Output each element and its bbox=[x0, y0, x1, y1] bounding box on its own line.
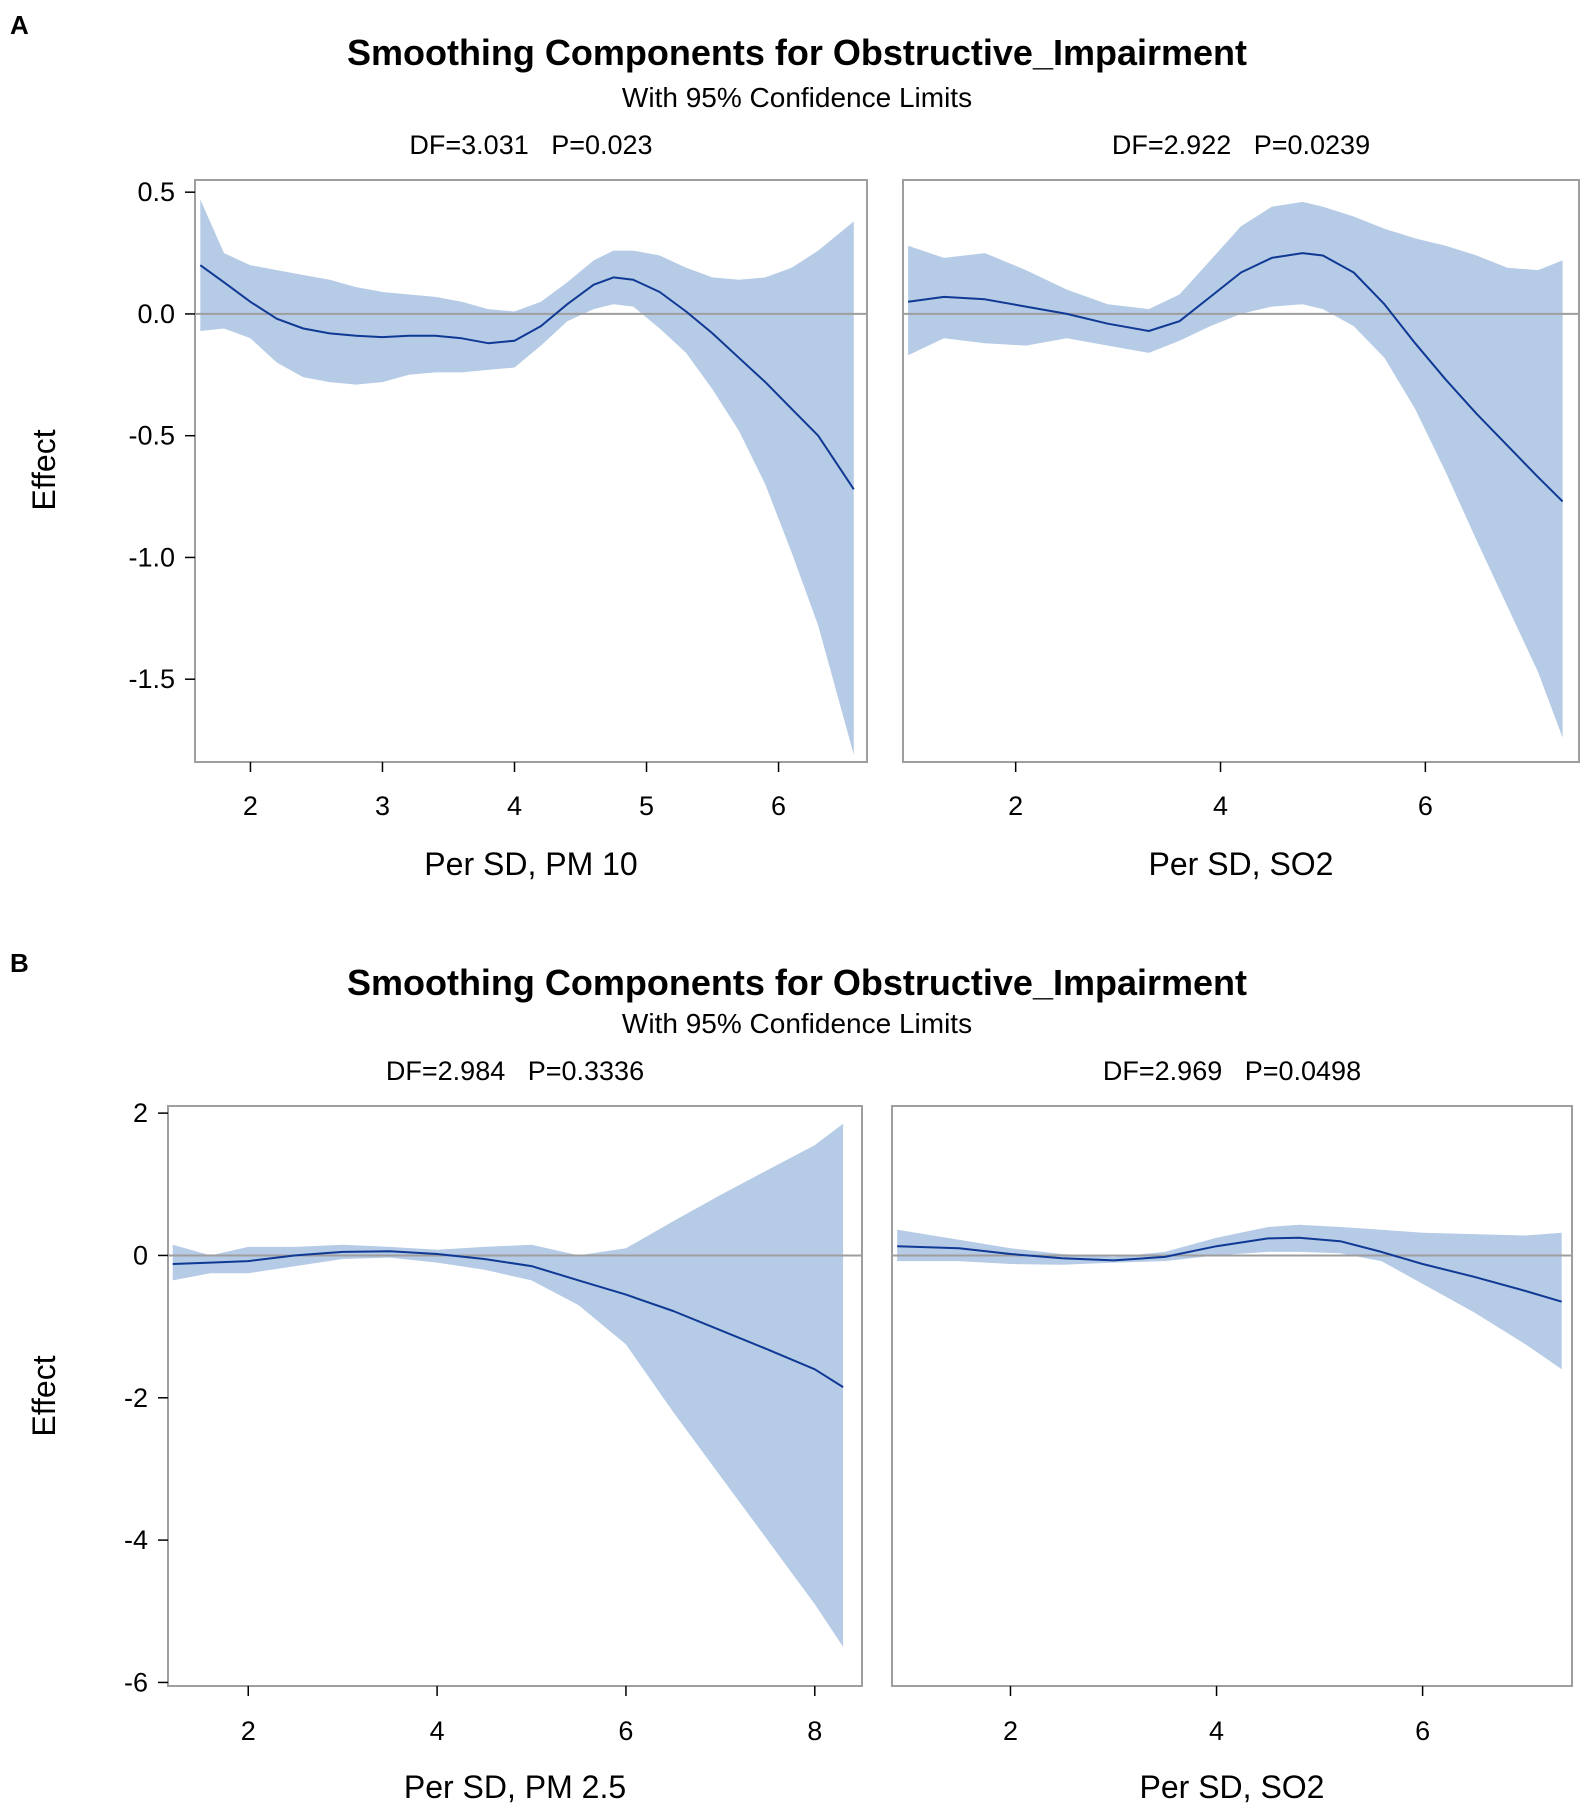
effect-curve-1 bbox=[907, 252, 1564, 503]
panel-b-letter: B bbox=[10, 948, 29, 978]
confidence-band-2 bbox=[172, 1123, 844, 1647]
x-tick-label-0-2: 4 bbox=[507, 791, 522, 821]
y-tick-label-2-3: -4 bbox=[124, 1525, 148, 1555]
y-tick-label-2-1: 0 bbox=[133, 1240, 148, 1270]
x-tick-label-2-3: 8 bbox=[807, 1716, 822, 1746]
y-tick-label-0-0: 0.5 bbox=[137, 177, 175, 207]
confidence-band-0 bbox=[200, 199, 854, 755]
x-axis-label-2: Per SD, PM 2.5 bbox=[404, 1769, 626, 1805]
y-axis-label-0: Effect bbox=[26, 429, 62, 510]
y-tick-label-0-1: 0.0 bbox=[137, 299, 175, 329]
x-tick-label-2-0: 2 bbox=[241, 1716, 256, 1746]
x-axis-label-3: Per SD, SO2 bbox=[1140, 1769, 1325, 1805]
x-tick-label-1-2: 6 bbox=[1418, 791, 1433, 821]
x-tick-label-0-3: 5 bbox=[639, 791, 654, 821]
plot-frame-0 bbox=[194, 179, 868, 763]
x-tick-label-0-4: 6 bbox=[771, 791, 786, 821]
x-tick-label-3-0: 2 bbox=[1003, 1716, 1018, 1746]
x-tick-label-0-0: 2 bbox=[243, 791, 258, 821]
x-tick-label-2-2: 6 bbox=[618, 1716, 633, 1746]
plot-frame-2 bbox=[167, 1105, 863, 1687]
y-tick-label-2-0: 2 bbox=[133, 1098, 148, 1128]
panel-a-subtitle: With 95% Confidence Limits bbox=[621, 82, 973, 113]
y-tick-label-0-2: -0.5 bbox=[128, 421, 175, 451]
panel-b-left-stats: DF=2.984 P=0.3336 bbox=[385, 1056, 645, 1086]
x-tick-label-1-1: 4 bbox=[1213, 791, 1228, 821]
x-tick-label-3-1: 4 bbox=[1209, 1716, 1224, 1746]
effect-curve-2 bbox=[172, 1250, 844, 1388]
plot-frame-3 bbox=[891, 1105, 1573, 1687]
effect-curve-3 bbox=[897, 1236, 1562, 1303]
panel-a-title: Smoothing Components for Obstructive_Imp… bbox=[346, 32, 1248, 73]
x-tick-label-2-1: 4 bbox=[430, 1716, 445, 1746]
y-tick-label-0-3: -1.0 bbox=[128, 542, 175, 572]
confidence-band-1 bbox=[908, 201, 1563, 738]
y-tick-label-0-4: -1.5 bbox=[128, 664, 175, 694]
y-tick-label-2-4: -6 bbox=[124, 1667, 148, 1697]
panel-a-left-stats: DF=3.031 P=0.023 bbox=[409, 130, 653, 160]
x-axis-label-0: Per SD, PM 10 bbox=[424, 846, 637, 882]
x-tick-label-0-1: 3 bbox=[375, 791, 390, 821]
y-axis-label-2: Effect bbox=[26, 1355, 62, 1436]
panel-b-title: Smoothing Components for Obstructive_Imp… bbox=[346, 962, 1248, 1003]
panel-a-letter: A bbox=[10, 10, 29, 40]
plot-frame-1 bbox=[902, 179, 1580, 763]
x-tick-label-1-0: 2 bbox=[1008, 791, 1023, 821]
confidence-band-3 bbox=[897, 1224, 1562, 1370]
panel-b-subtitle: With 95% Confidence Limits bbox=[621, 1008, 973, 1039]
panel-a-right-stats: DF=2.922 P=0.0239 bbox=[1111, 130, 1371, 160]
effect-curve-0 bbox=[199, 264, 855, 490]
y-tick-label-2-2: -2 bbox=[124, 1383, 148, 1413]
x-axis-label-1: Per SD, SO2 bbox=[1149, 846, 1334, 882]
x-tick-label-3-2: 6 bbox=[1415, 1716, 1430, 1746]
panel-b-right-stats: DF=2.969 P=0.0498 bbox=[1102, 1056, 1362, 1086]
